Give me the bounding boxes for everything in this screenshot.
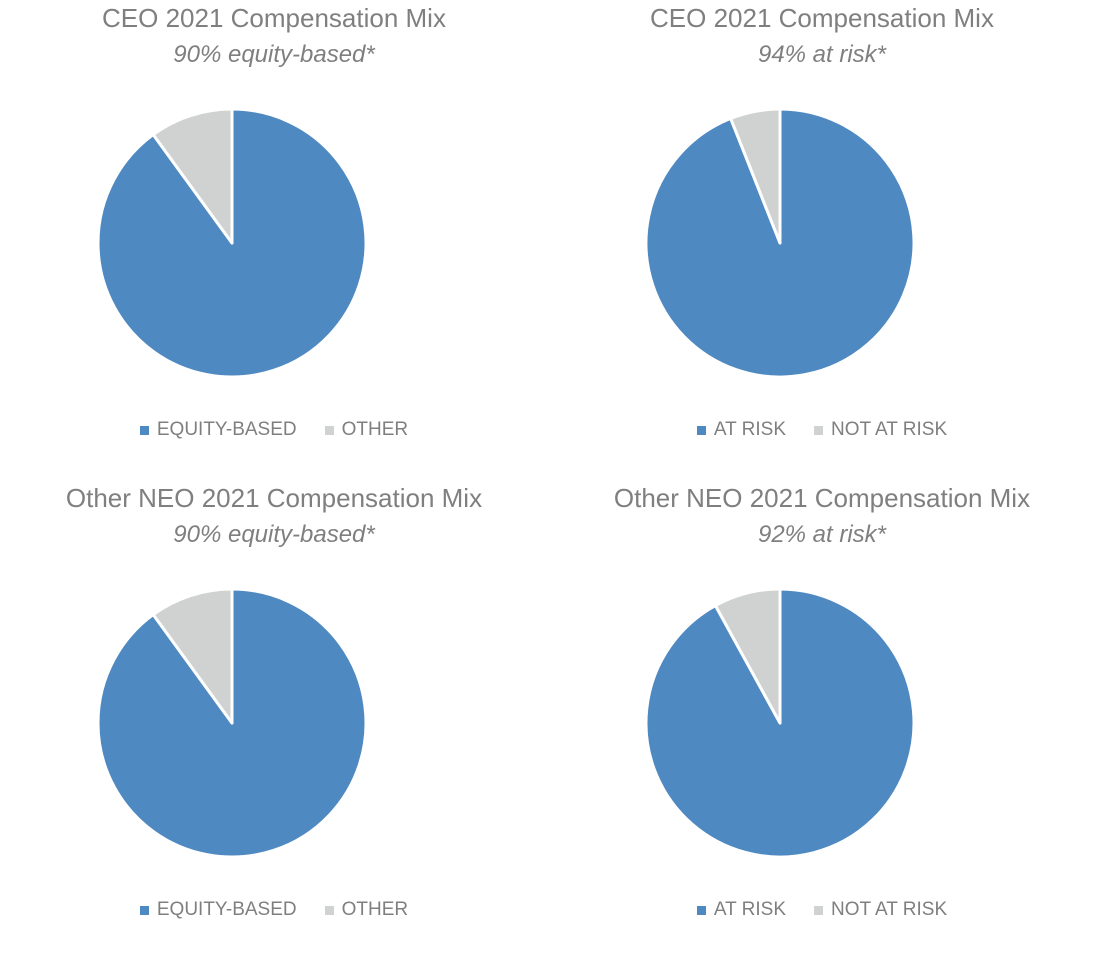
legend-swatch xyxy=(324,425,334,435)
pie-slice-other xyxy=(151,107,234,245)
chart-panel-ceo-equity: CEO 2021 Compensation Mix 90% equity-bas… xyxy=(0,0,548,480)
legend-item-not-at-risk: NOT AT RISK xyxy=(814,899,947,921)
chart-subtitle: 94% at risk* xyxy=(757,41,887,68)
legend-swatch xyxy=(814,905,823,915)
chart-legend: EQUITY-BASED OTHER xyxy=(0,898,548,922)
legend-swatch xyxy=(324,905,334,915)
chart-subtitle: 92% at risk* xyxy=(757,521,887,548)
pie-slice-other xyxy=(151,587,234,725)
legend-swatch xyxy=(696,905,706,915)
legend-label: OTHER xyxy=(341,419,409,440)
pie-chart xyxy=(644,587,916,859)
legend-item-equity-based: EQUITY-BASED xyxy=(139,419,297,441)
legend-label: AT RISK xyxy=(713,899,786,920)
pie-slice-not-at-risk xyxy=(713,587,782,725)
legend-item-other: OTHER xyxy=(324,419,409,441)
legend-item-other: OTHER xyxy=(324,899,409,921)
pie-slice-not-at-risk xyxy=(729,107,782,245)
chart-title: Other NEO 2021 Compensation Mix xyxy=(65,483,483,513)
chart-legend: AT RISK NOT AT RISK xyxy=(548,898,1096,922)
legend-item-at-risk: AT RISK xyxy=(696,419,786,441)
pie-chart xyxy=(96,107,368,379)
legend-label: NOT AT RISK xyxy=(831,419,948,440)
legend-label: EQUITY-BASED xyxy=(156,419,297,440)
legend-item-not-at-risk: NOT AT RISK xyxy=(814,419,947,441)
legend-item-equity-based: EQUITY-BASED xyxy=(139,899,297,921)
legend-label: AT RISK xyxy=(713,419,786,440)
legend-swatch xyxy=(139,905,149,915)
pie-chart xyxy=(96,587,368,859)
chart-title: CEO 2021 Compensation Mix xyxy=(650,3,994,33)
legend-swatch xyxy=(139,425,149,435)
legend-item-at-risk: AT RISK xyxy=(696,899,786,921)
legend-label: EQUITY-BASED xyxy=(156,899,297,920)
pie-chart xyxy=(644,107,916,379)
chart-legend: AT RISK NOT AT RISK xyxy=(548,418,1096,442)
chart-subtitle: 90% equity-based* xyxy=(173,41,375,68)
chart-panel-neo-equity: Other NEO 2021 Compensation Mix 90% equi… xyxy=(0,480,548,960)
chart-panel-neo-at-risk: Other NEO 2021 Compensation Mix 92% at r… xyxy=(548,480,1096,960)
legend-label: OTHER xyxy=(341,899,409,920)
chart-title: Other NEO 2021 Compensation Mix xyxy=(613,483,1031,513)
chart-legend: EQUITY-BASED OTHER xyxy=(0,418,548,442)
legend-label: NOT AT RISK xyxy=(831,899,948,920)
legend-swatch xyxy=(814,425,823,435)
chart-subtitle: 90% equity-based* xyxy=(173,521,375,548)
legend-swatch xyxy=(696,425,706,435)
chart-title: CEO 2021 Compensation Mix xyxy=(102,3,446,33)
chart-panel-ceo-at-risk: CEO 2021 Compensation Mix 94% at risk* A… xyxy=(548,0,1096,480)
